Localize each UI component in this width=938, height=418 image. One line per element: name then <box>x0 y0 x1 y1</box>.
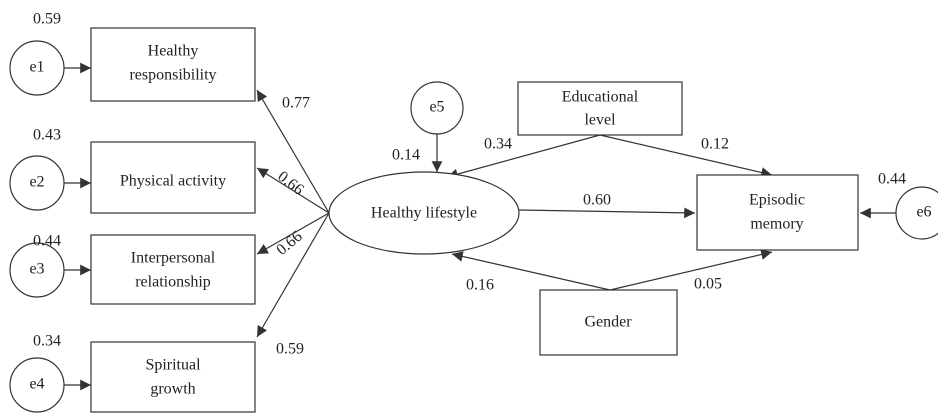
edge <box>451 251 611 291</box>
node-label: Interpersonal <box>131 250 216 267</box>
path-coefficient: 0.16 <box>466 277 494 294</box>
node-label: e2 <box>29 174 44 191</box>
node-label: Gender <box>584 314 632 331</box>
indicator-box <box>90 341 256 413</box>
outcome-box <box>696 174 859 251</box>
node-label: e4 <box>29 376 44 393</box>
error-node <box>410 81 464 135</box>
node-label: Spiritual <box>145 357 201 374</box>
error-node <box>9 242 65 298</box>
node-label: responsibility <box>129 67 216 84</box>
error-node <box>9 40 65 96</box>
edge <box>518 207 696 219</box>
node-label: growth <box>150 381 195 398</box>
error-node <box>895 186 938 240</box>
indicators: Healthy responsibility Physical activity… <box>90 27 310 413</box>
variance-label: 0.34 <box>33 333 61 350</box>
variance-label: 0.44 <box>33 233 61 250</box>
node-label: Episodic <box>749 192 805 209</box>
variance-label: 0.43 <box>33 127 61 144</box>
edge <box>609 249 773 291</box>
error-node <box>9 155 65 211</box>
node-label: e1 <box>29 59 44 76</box>
node-label: e3 <box>29 261 44 278</box>
latent-node <box>328 171 520 255</box>
covariate-box <box>517 81 683 136</box>
edge <box>256 212 330 338</box>
node-label: Physical activity <box>120 173 226 190</box>
path-coefficient: 0.66 <box>273 228 305 259</box>
node-label: e6 <box>916 204 931 221</box>
node-label: Healthy lifestyle <box>371 205 477 222</box>
edge <box>599 134 773 178</box>
covariate-box <box>539 289 678 356</box>
indicator-box <box>90 141 256 214</box>
indicator-box <box>90 234 256 305</box>
node-label: Educational <box>562 89 639 106</box>
path-coefficient: 0.05 <box>694 276 722 293</box>
edges <box>64 62 896 391</box>
variance-label: 0.44 <box>878 171 906 188</box>
indicator-box <box>90 27 256 102</box>
node-label: memory <box>750 216 803 233</box>
path-coefficient: 0.12 <box>701 136 729 153</box>
node-label: Healthy <box>148 43 199 60</box>
path-coefficient: 0.66 <box>274 168 307 199</box>
edge <box>446 134 601 180</box>
edge <box>256 167 330 214</box>
variance-label: 0.14 <box>392 147 420 164</box>
path-coefficient: 0.34 <box>484 136 512 153</box>
path-coefficient: 0.60 <box>583 192 611 209</box>
error-terms: e1 0.59 e2 0.43 e3 0.44 e4 0.34 e5 0.14 … <box>9 11 938 413</box>
error-node <box>9 357 65 413</box>
node-label: relationship <box>135 274 211 291</box>
edge <box>256 89 330 214</box>
path-coefficient: 0.59 <box>276 341 304 358</box>
edge <box>256 212 330 255</box>
variance-label: 0.59 <box>33 11 61 28</box>
node-label: e5 <box>429 99 444 116</box>
node-label: level <box>584 112 616 129</box>
path-coefficient: 0.77 <box>282 95 310 112</box>
